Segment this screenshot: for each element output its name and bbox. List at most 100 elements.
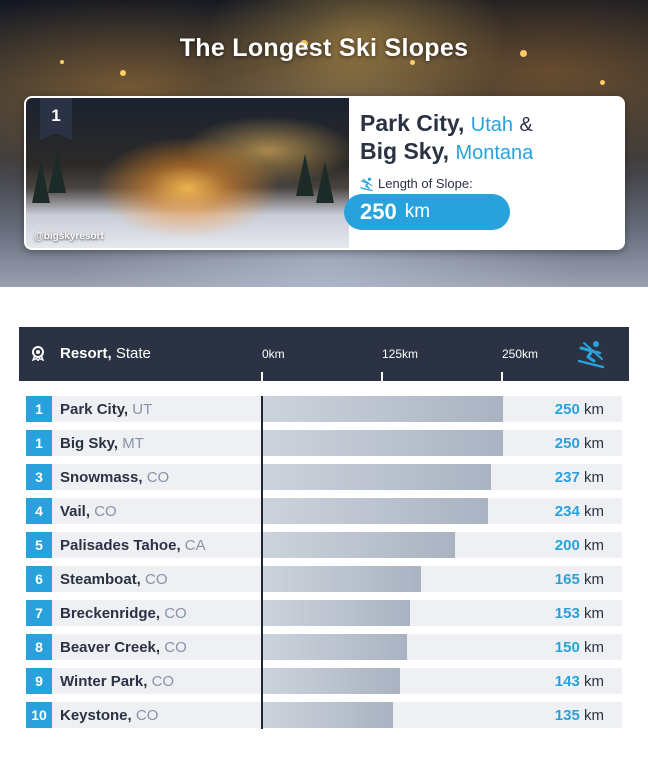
value-unit: km: [579, 639, 604, 656]
resort-label: Snowmass,: [60, 469, 147, 486]
state-label: CO: [164, 639, 187, 656]
slope-length-bar: [263, 668, 401, 694]
resort-name: Vail, CO: [60, 503, 117, 520]
axis-tick-label: 125km: [382, 347, 419, 361]
resort-label: Park City,: [60, 401, 133, 418]
state-label: MT: [122, 435, 144, 452]
state-label: CO: [145, 571, 168, 588]
value-number: 250: [554, 401, 580, 418]
resort-label: Keystone,: [60, 707, 136, 724]
slope-length-bar: [263, 566, 422, 592]
photo-credit: @bigskyresort: [34, 231, 104, 242]
length-label-row: Length of Slope:: [360, 176, 620, 191]
axis-tick-mark: [501, 372, 503, 382]
value-number: 135: [554, 707, 580, 724]
featured-rank-badge: 1: [40, 98, 72, 140]
featured-state-2: Montana: [455, 142, 534, 164]
hero-banner: The Longest Ski Slopes 1 @bigskyresort P…: [0, 0, 648, 287]
state-label: CO: [164, 605, 187, 622]
value-unit: km: [579, 401, 604, 418]
skier-icon: [577, 341, 605, 369]
slope-length-value: 200 km: [555, 537, 604, 554]
resort-name: Winter Park, CO: [60, 673, 174, 690]
value-unit: km: [579, 707, 604, 724]
resort-name: Snowmass, CO: [60, 469, 169, 486]
location-pin-icon: [31, 346, 45, 361]
table-row: 1 Big Sky, MT 250 km: [26, 430, 622, 456]
row-background: [26, 668, 262, 694]
value-unit: km: [579, 673, 604, 690]
resort-label: Beaver Creek,: [60, 639, 165, 656]
resort-label: Winter Park,: [60, 673, 152, 690]
featured-card: 1 @bigskyresort Park City, Utah & Big Sk…: [24, 96, 625, 250]
table-row: 10 Keystone, CO 135 km: [26, 702, 622, 728]
slope-length-value: 150 km: [555, 639, 604, 656]
axis-tick-mark: [261, 372, 263, 382]
value-number: 200: [554, 537, 580, 554]
slope-length-value: 234 km: [555, 503, 604, 520]
slope-length-bar: [263, 634, 407, 660]
slope-length-bar: [263, 396, 503, 422]
value-unit: km: [579, 537, 604, 554]
slope-length-value: 143 km: [555, 673, 604, 690]
axis-zero-line: [261, 396, 263, 729]
slope-length-bar: [263, 430, 503, 456]
row-background: [26, 498, 262, 524]
rank-badge: 6: [26, 566, 52, 592]
resort-name: Palisades Tahoe, CA: [60, 537, 206, 554]
featured-city-2: Big Sky,: [360, 138, 450, 164]
value-unit: km: [579, 435, 604, 452]
resort-name: Park City, UT: [60, 401, 152, 418]
slope-length-bar: [263, 600, 410, 626]
value-number: 153: [554, 605, 580, 622]
table-row: 4 Vail, CO 234 km: [26, 498, 622, 524]
slope-length-value: 165 km: [555, 571, 604, 588]
state-label: CA: [184, 537, 206, 554]
table-row: 3 Snowmass, CO 237 km: [26, 464, 622, 490]
rank-badge: 5: [26, 532, 52, 558]
rank-badge: 10: [26, 702, 52, 728]
table-row: 8 Beaver Creek, CO 150 km: [26, 634, 622, 660]
row-background: [26, 532, 262, 558]
axis-tick-label: 250km: [502, 347, 539, 361]
resort-name: Beaver Creek, CO: [60, 639, 187, 656]
table-row: 5 Palisades Tahoe, CA 200 km: [26, 532, 622, 558]
row-background: [26, 464, 262, 490]
value-number: 165: [554, 571, 580, 588]
photo-credit-text: @bigskyresort: [34, 231, 104, 242]
table-row: 6 Steamboat, CO 165 km: [26, 566, 622, 592]
resort-label: Palisades Tahoe,: [60, 537, 185, 554]
featured-line-1: Park City, Utah &: [360, 110, 620, 138]
row-background: [26, 702, 262, 728]
featured-info: Park City, Utah & Big Sky, Montana Lengt…: [360, 110, 620, 191]
featured-value: 250: [360, 199, 397, 224]
resort-name: Keystone, CO: [60, 707, 158, 724]
rank-badge: 7: [26, 600, 52, 626]
value-number: 250: [554, 435, 580, 452]
table-row: 1 Park City, UT 250 km: [26, 396, 622, 422]
table-row: 7 Breckenridge, CO 153 km: [26, 600, 622, 626]
slope-length-value: 250 km: [555, 435, 604, 452]
featured-unit: km: [404, 201, 431, 222]
featured-city-1: Park City,: [360, 110, 465, 136]
slope-length-bar: [263, 498, 488, 524]
length-label: Length of Slope:: [378, 176, 473, 191]
value-number: 234: [554, 503, 580, 520]
rank-badge: 9: [26, 668, 52, 694]
slope-length-value: 153 km: [555, 605, 604, 622]
featured-ampersand: &: [519, 114, 533, 136]
state-label: CO: [135, 707, 159, 724]
row-background: [26, 396, 262, 422]
featured-line-2: Big Sky, Montana: [360, 138, 620, 166]
row-background: [26, 634, 262, 660]
resort-name: Breckenridge, CO: [60, 605, 187, 622]
axis-tick-mark: [381, 372, 383, 382]
rank-badge: 4: [26, 498, 52, 524]
slope-length-bar: [263, 464, 491, 490]
value-number: 143: [554, 673, 580, 690]
value-number: 150: [554, 639, 580, 656]
featured-state-1: Utah: [470, 114, 514, 136]
skier-small-icon: [360, 177, 373, 191]
rank-badge: 1: [26, 430, 52, 456]
featured-value-pill: 250 km: [344, 194, 510, 230]
